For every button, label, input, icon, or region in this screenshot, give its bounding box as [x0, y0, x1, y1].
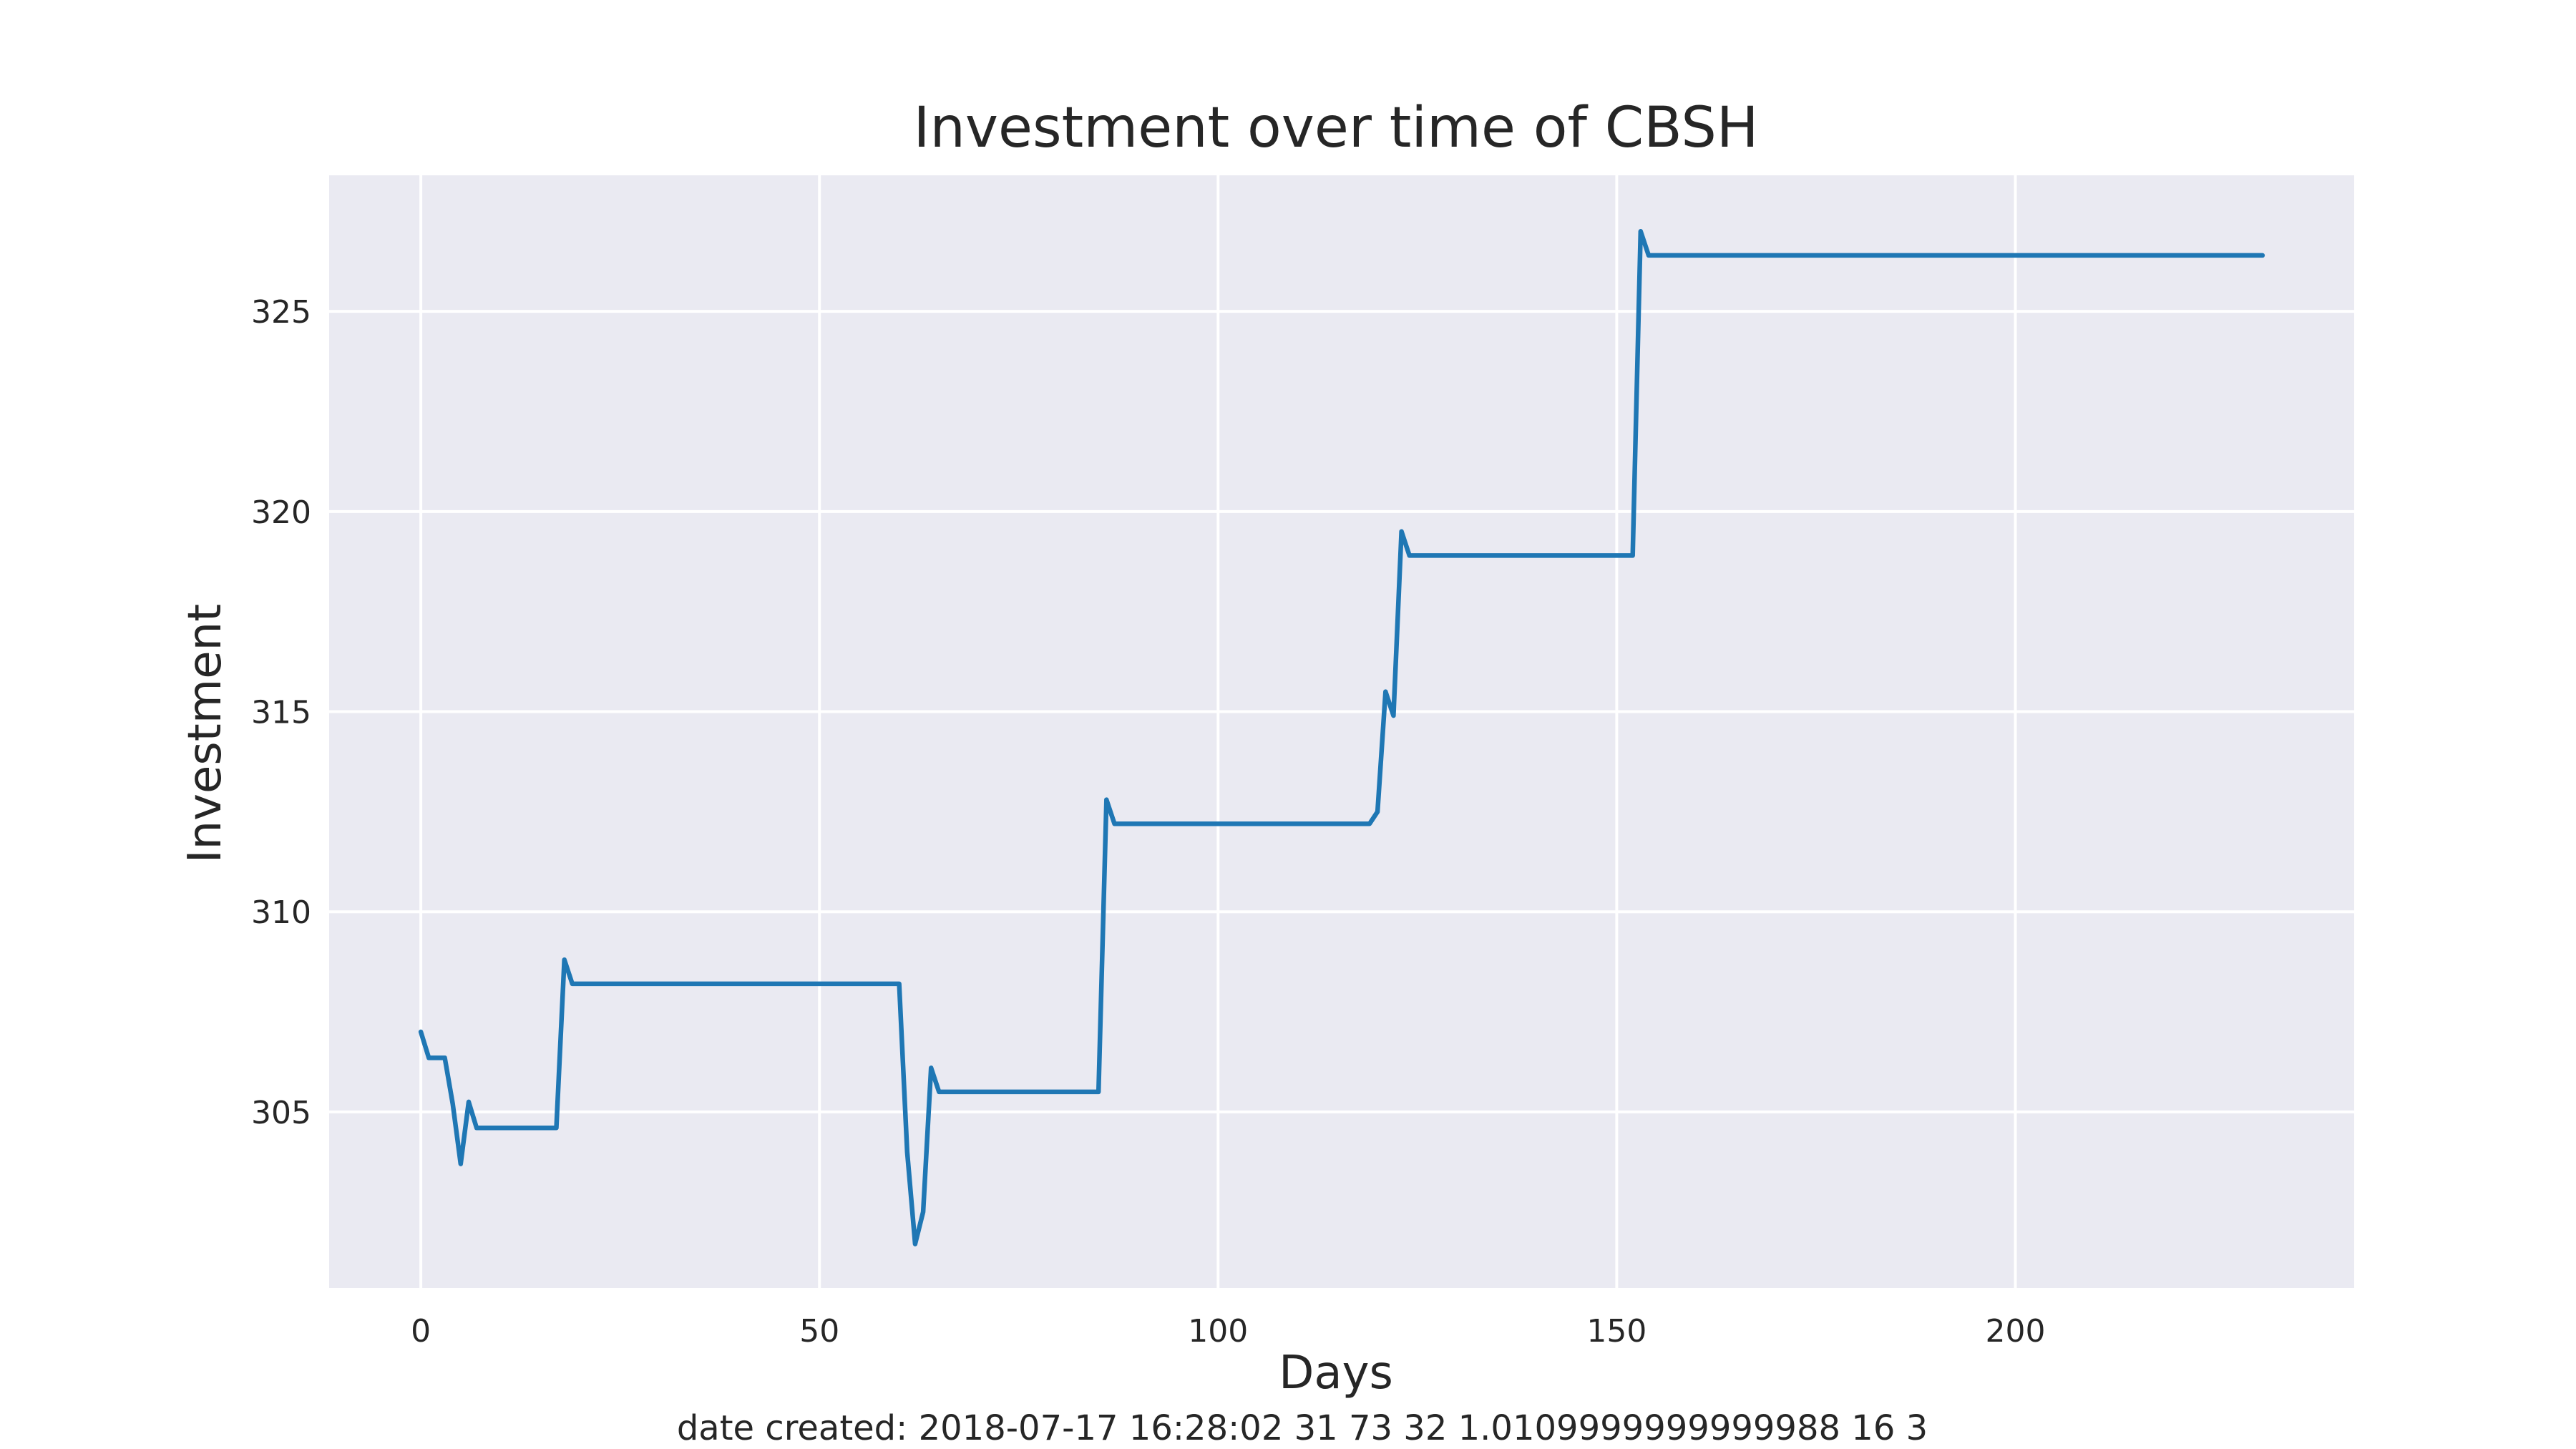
- plot-area: [329, 175, 2354, 1288]
- y-gridlines: [329, 310, 2354, 1113]
- x-tick-label: 50: [799, 1313, 839, 1350]
- x-tick-labels: 0 50 100 150 200: [411, 1313, 2045, 1350]
- y-tick-label: 310: [251, 894, 311, 931]
- y-tick-label: 325: [251, 294, 311, 331]
- x-tick-label: 0: [411, 1313, 431, 1350]
- x-tick-label: 150: [1586, 1313, 1646, 1350]
- y-axis-label: Investment: [179, 604, 232, 864]
- x-tick-label: 200: [1985, 1313, 2045, 1350]
- x-gridlines: [419, 175, 2017, 1288]
- x-axis-label: Days: [1279, 1347, 1393, 1400]
- y-tick-label: 320: [251, 494, 311, 531]
- footer-caption: date created: 2018-07-17 16:28:02 31 73 …: [677, 1408, 1928, 1448]
- y-tick-label: 305: [251, 1095, 311, 1131]
- x-tick-label: 100: [1188, 1313, 1248, 1350]
- y-tick-label: 315: [251, 695, 311, 731]
- chart-title: Investment over time of CBSH: [913, 96, 1758, 160]
- y-tick-labels: 305 310 315 320 325: [251, 294, 311, 1131]
- series-line: [418, 229, 2265, 1246]
